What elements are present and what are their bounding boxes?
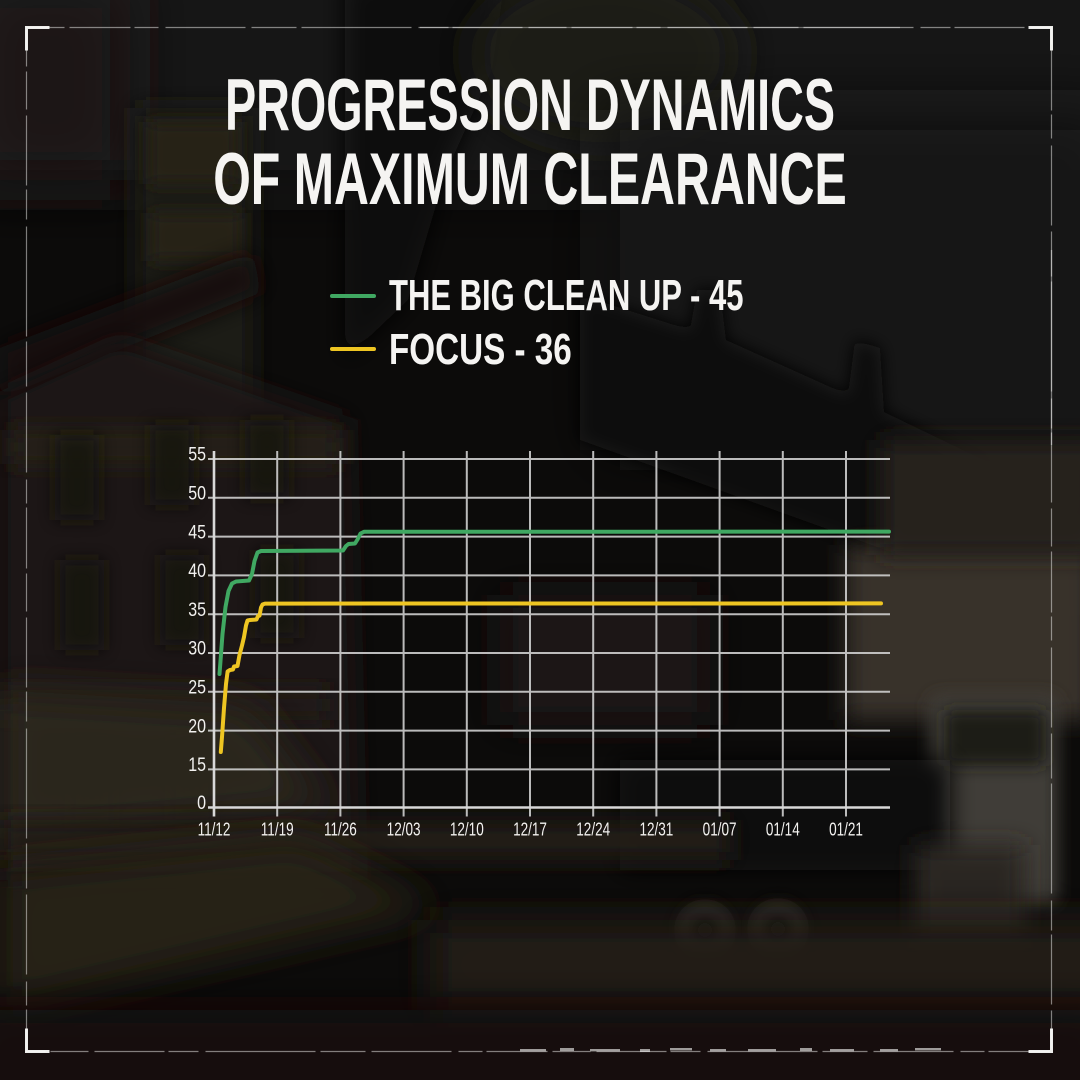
svg-text:30: 30 — [188, 637, 206, 659]
svg-text:01/07: 01/07 — [703, 819, 737, 840]
svg-text:25: 25 — [188, 676, 206, 698]
svg-text:40: 40 — [188, 560, 206, 582]
svg-text:50: 50 — [188, 482, 206, 504]
svg-text:11/12: 11/12 — [198, 819, 231, 840]
svg-text:0: 0 — [197, 792, 206, 814]
svg-text:20: 20 — [188, 715, 206, 737]
svg-text:11/19: 11/19 — [261, 819, 294, 840]
svg-text:15: 15 — [188, 754, 206, 776]
svg-text:12/10: 12/10 — [450, 819, 484, 840]
svg-text:35: 35 — [188, 598, 206, 620]
svg-text:12/31: 12/31 — [639, 819, 673, 840]
svg-text:01/14: 01/14 — [766, 819, 800, 840]
svg-text:01/21: 01/21 — [829, 819, 863, 840]
svg-text:12/24: 12/24 — [576, 819, 610, 840]
svg-text:12/17: 12/17 — [513, 819, 547, 840]
svg-text:12/03: 12/03 — [387, 819, 421, 840]
svg-text:11/26: 11/26 — [324, 819, 357, 840]
svg-text:55: 55 — [188, 443, 206, 465]
svg-text:45: 45 — [188, 521, 206, 543]
